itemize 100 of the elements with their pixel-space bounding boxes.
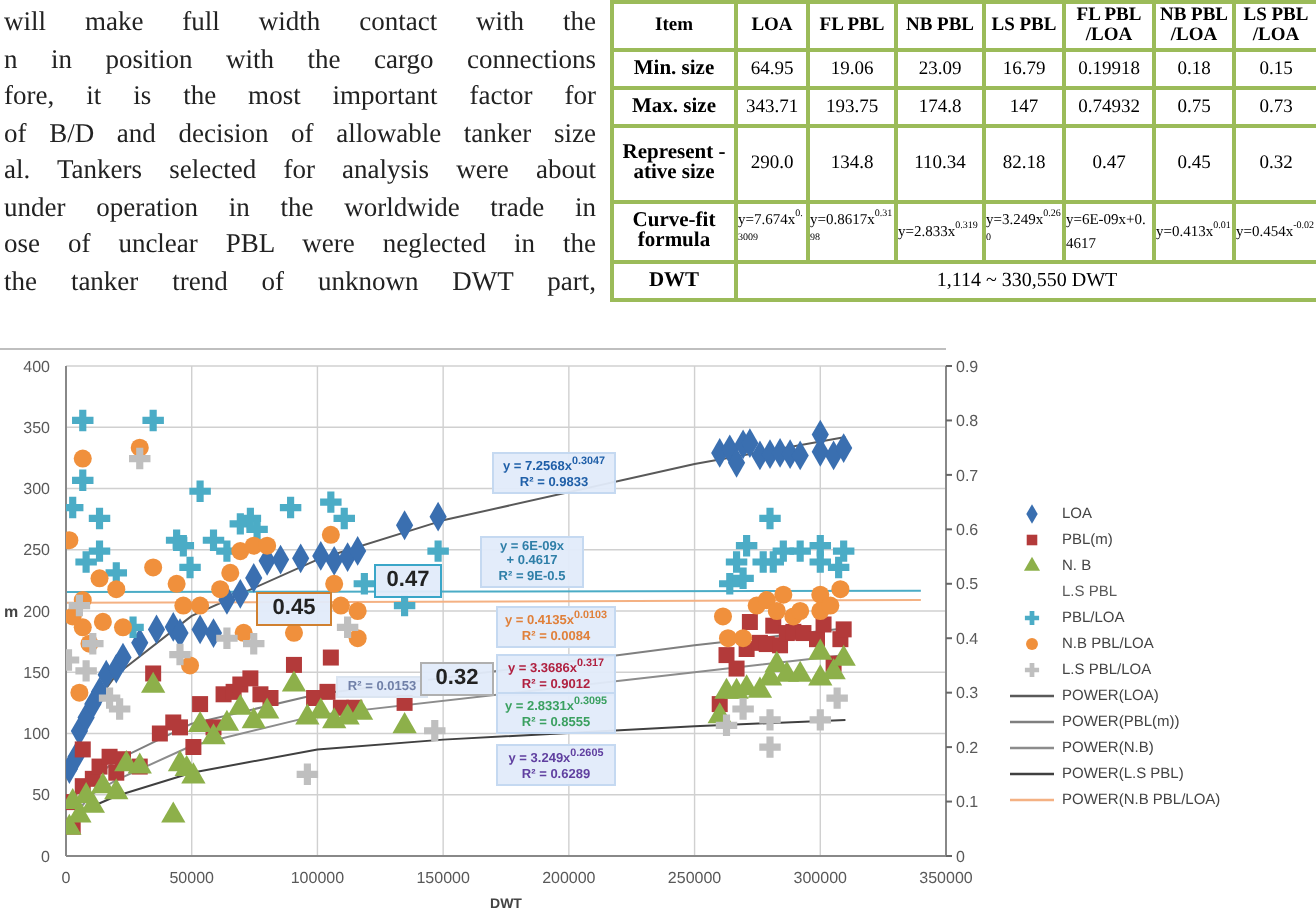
x-tick-label: 0 — [61, 869, 72, 888]
text: 0.73 — [1259, 97, 1293, 117]
point — [741, 614, 758, 631]
y2-tick-label: 0.4 — [956, 629, 980, 648]
point — [129, 447, 151, 470]
category-label: LS PBL /LOA — [1234, 2, 1316, 50]
point — [321, 525, 340, 544]
point — [759, 709, 781, 731]
annotation: 0.32 — [420, 662, 494, 696]
y-tick-label: 350 — [23, 418, 52, 437]
point — [713, 607, 733, 626]
y2-tick-label: 0.9 — [956, 357, 980, 376]
point — [151, 725, 168, 742]
point — [835, 621, 852, 638]
text: of B/D and decision of allowable tanker size — [4, 115, 596, 151]
point — [88, 507, 111, 530]
point — [319, 683, 336, 700]
y-tick-label: 300 — [23, 480, 52, 499]
point — [93, 612, 112, 631]
point — [187, 710, 213, 732]
text: 82.18 — [1002, 154, 1046, 174]
text: fore, it is the most important factor for — [4, 78, 596, 114]
point — [718, 629, 738, 648]
y-tick-label: 100 — [23, 725, 52, 744]
point — [254, 697, 280, 719]
point — [75, 551, 97, 573]
text: n in position with the cargo connections — [4, 41, 596, 78]
point — [242, 670, 259, 687]
text: 0.18 — [1177, 59, 1211, 79]
point — [732, 567, 754, 590]
category-label: Represent -ative size — [622, 142, 726, 184]
point — [181, 762, 206, 784]
y-tick-label: 400 — [23, 357, 52, 376]
point — [809, 709, 832, 731]
point — [281, 670, 307, 692]
text: 0.19918 — [1078, 59, 1140, 79]
point — [171, 719, 188, 736]
point — [279, 496, 302, 519]
x-tick-label: 250000 — [667, 869, 723, 888]
text: 16.79 — [1002, 59, 1046, 79]
point — [179, 556, 201, 579]
point — [181, 656, 200, 675]
point — [214, 709, 240, 731]
point — [795, 625, 812, 642]
point — [211, 580, 230, 599]
point — [735, 534, 758, 557]
text: 174.8 — [918, 97, 962, 117]
point — [809, 551, 832, 573]
point — [127, 752, 152, 774]
point — [72, 409, 94, 432]
y2-tick-label: 0.2 — [956, 738, 980, 757]
point — [767, 601, 786, 621]
point — [73, 449, 92, 468]
point — [348, 601, 367, 621]
point — [75, 660, 97, 682]
point — [113, 618, 133, 637]
y-tick-label: 0 — [41, 847, 52, 866]
y-tick-label: 50 — [32, 786, 52, 805]
point — [285, 656, 302, 673]
point — [831, 580, 850, 599]
point — [108, 698, 131, 720]
x-tick-label: 100000 — [290, 869, 346, 888]
point — [392, 712, 417, 734]
point — [788, 660, 813, 682]
point — [759, 507, 781, 530]
point — [144, 558, 163, 577]
point — [174, 596, 193, 615]
point — [192, 696, 209, 713]
point — [172, 534, 195, 557]
text: 1,114 ~ 330,550 DWT — [936, 269, 1118, 291]
point — [258, 536, 277, 555]
point — [734, 629, 753, 648]
y2-tick-label: 0 — [956, 847, 966, 866]
y2-tick-label: 0.8 — [956, 412, 980, 431]
point — [88, 540, 111, 562]
point — [325, 574, 344, 593]
y2-tick-label: 0.7 — [956, 466, 980, 485]
x-tick-label: 50000 — [169, 869, 216, 888]
text: 0.74932 — [1078, 97, 1140, 117]
category-label: Curve-fit formula — [632, 210, 716, 252]
y-tick-label: 250 — [23, 541, 52, 560]
y-tick-label: 150 — [23, 663, 52, 682]
point — [333, 507, 355, 530]
point — [331, 596, 350, 615]
category-label: Min. size — [633, 57, 715, 79]
point — [427, 540, 449, 562]
text: 147 — [1009, 97, 1039, 117]
category-label: Max. size — [632, 95, 716, 117]
text: 0.32 — [1259, 154, 1293, 174]
point — [221, 563, 240, 582]
x-tick-label: 350000 — [919, 869, 974, 888]
category-label: DWT — [648, 269, 700, 291]
x-tick-label: 200000 — [542, 869, 597, 888]
category-label: NB PBL — [896, 2, 984, 50]
point — [336, 616, 359, 639]
text: 193.75 — [825, 97, 879, 117]
y-axis-title: m — [4, 602, 19, 621]
x-tick-label: 150000 — [416, 869, 471, 888]
point — [295, 703, 320, 725]
point — [107, 580, 126, 599]
